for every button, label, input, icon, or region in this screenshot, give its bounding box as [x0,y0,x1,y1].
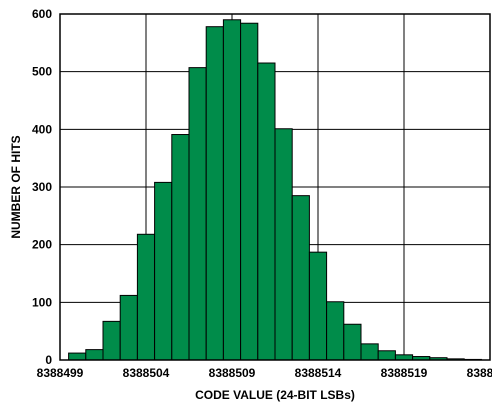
x-tick-labels: 8388499 8388504 8388509 8388514 8388519 83885… [37,366,492,380]
x-tick-label: 8388499 [37,366,84,380]
histogram-bar [171,134,190,361]
x-tick-label: 8388514 [295,366,342,380]
histogram-bar [360,343,379,361]
y-tick-label: 100 [32,295,52,309]
histogram-bar [222,19,242,361]
histogram-bar [394,354,414,361]
y-tick-labels: 0 100 200 300 400 500 600 [32,7,52,367]
histogram-bars [68,19,482,361]
histogram-bar [205,26,224,361]
histogram-bar [188,67,207,361]
histogram-bar [274,128,293,361]
histogram-bar [343,323,362,361]
histogram-bar [377,350,396,361]
histogram-bar [240,22,259,361]
histogram-bar [85,349,104,361]
histogram-bar [136,233,156,361]
x-tick-label: 8388509 [209,366,256,380]
y-tick-label: 0 [45,353,52,367]
y-axis-label: NUMBER OF HITS [9,135,23,238]
histogram-bar [102,320,121,361]
histogram-bar [68,352,87,361]
histogram-bar [154,181,173,361]
histogram-bar [119,294,138,361]
x-tick-label: 8388504 [123,366,170,380]
x-axis-label: CODE VALUE (24-BIT LSBs) [195,388,355,402]
x-tick-label: 8388519 [381,366,428,380]
y-tick-label: 200 [32,238,52,252]
histogram-bar [326,301,345,361]
plot-frame [59,13,491,361]
histogram-bar [291,195,310,361]
y-tick-label: 600 [32,7,52,21]
x-tick-label: 8388524 [467,366,492,380]
y-tick-label: 400 [32,122,52,136]
histogram-bar [257,62,276,361]
histogram-bar [308,251,328,361]
y-tick-label: 300 [32,180,52,194]
y-tick-label: 500 [32,65,52,79]
